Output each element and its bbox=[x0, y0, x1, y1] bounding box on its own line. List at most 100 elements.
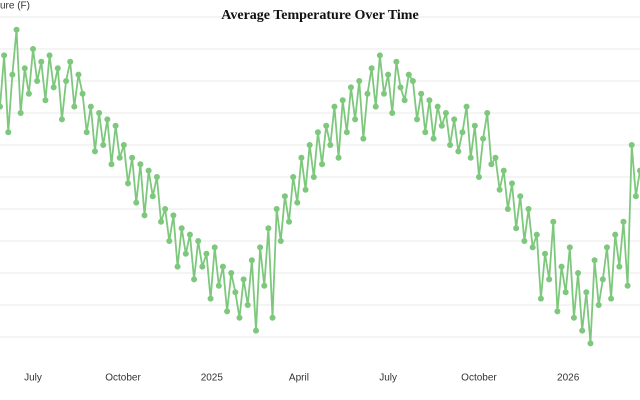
marker bbox=[153, 174, 160, 180]
x-tick-label: October bbox=[105, 373, 141, 384]
marker bbox=[628, 142, 635, 148]
marker bbox=[261, 282, 268, 289]
marker bbox=[125, 180, 131, 187]
marker bbox=[393, 58, 400, 65]
marker bbox=[116, 154, 123, 161]
marker bbox=[364, 90, 371, 97]
marker bbox=[141, 212, 148, 219]
marker bbox=[174, 263, 181, 270]
marker bbox=[120, 142, 127, 148]
marker bbox=[323, 122, 330, 129]
marker bbox=[438, 122, 445, 129]
marker bbox=[587, 340, 594, 347]
x-tick-label: July bbox=[24, 373, 42, 384]
marker bbox=[186, 231, 193, 238]
marker bbox=[112, 122, 119, 129]
marker bbox=[236, 314, 243, 321]
marker bbox=[368, 65, 375, 72]
marker bbox=[533, 231, 540, 238]
marker bbox=[591, 257, 598, 264]
marker bbox=[331, 103, 338, 110]
marker bbox=[422, 129, 429, 136]
marker bbox=[207, 295, 214, 302]
marker bbox=[372, 103, 379, 110]
marker bbox=[620, 218, 627, 225]
marker bbox=[455, 148, 462, 155]
marker bbox=[314, 129, 321, 136]
marker bbox=[612, 231, 619, 238]
marker bbox=[281, 193, 288, 200]
marker bbox=[484, 110, 491, 116]
marker bbox=[471, 122, 478, 129]
marker bbox=[133, 199, 140, 206]
marker bbox=[616, 263, 623, 270]
marker bbox=[96, 110, 103, 116]
marker bbox=[71, 103, 78, 110]
marker bbox=[182, 250, 189, 257]
marker bbox=[405, 71, 412, 78]
marker bbox=[356, 78, 363, 84]
marker bbox=[42, 97, 49, 104]
marker bbox=[583, 289, 590, 296]
marker bbox=[418, 90, 425, 97]
marker bbox=[145, 167, 152, 174]
marker bbox=[79, 90, 86, 97]
marker bbox=[265, 225, 272, 232]
marker bbox=[13, 26, 20, 33]
marker bbox=[137, 161, 144, 168]
marker bbox=[0, 103, 3, 110]
marker bbox=[87, 103, 94, 110]
marker bbox=[327, 142, 334, 148]
marker bbox=[166, 238, 173, 244]
marker bbox=[294, 199, 301, 206]
marker bbox=[566, 244, 573, 251]
marker bbox=[215, 282, 222, 289]
marker bbox=[442, 110, 449, 116]
marker bbox=[67, 58, 74, 65]
marker bbox=[158, 218, 165, 225]
marker bbox=[162, 206, 169, 212]
marker bbox=[286, 218, 293, 225]
marker bbox=[434, 103, 441, 110]
marker bbox=[38, 58, 45, 65]
marker bbox=[624, 282, 631, 289]
marker bbox=[595, 302, 602, 308]
y-axis-label: ure (F) bbox=[0, 1, 30, 12]
marker bbox=[389, 110, 396, 116]
marker bbox=[343, 129, 350, 136]
marker bbox=[257, 244, 264, 251]
marker bbox=[211, 244, 218, 251]
marker bbox=[83, 129, 90, 136]
marker bbox=[397, 84, 404, 91]
x-tick-label: 2026 bbox=[557, 373, 580, 384]
marker bbox=[401, 97, 408, 104]
marker bbox=[463, 103, 470, 110]
marker bbox=[335, 154, 342, 161]
marker bbox=[228, 270, 235, 276]
marker bbox=[298, 154, 305, 161]
marker bbox=[542, 250, 549, 257]
marker bbox=[352, 116, 359, 123]
marker bbox=[199, 263, 206, 270]
marker bbox=[579, 327, 586, 334]
marker bbox=[632, 193, 639, 200]
marker bbox=[30, 46, 37, 52]
marker bbox=[537, 295, 544, 302]
marker bbox=[385, 71, 392, 78]
marker bbox=[360, 135, 367, 142]
x-tick-label: July bbox=[379, 373, 397, 384]
marker bbox=[426, 97, 433, 104]
marker bbox=[253, 327, 259, 334]
marker bbox=[558, 263, 565, 270]
marker bbox=[191, 276, 198, 283]
marker bbox=[17, 110, 24, 116]
marker bbox=[521, 238, 528, 244]
marker bbox=[459, 129, 466, 136]
marker bbox=[203, 250, 210, 257]
marker bbox=[504, 206, 511, 212]
marker bbox=[550, 218, 557, 225]
marker bbox=[525, 206, 532, 212]
marker bbox=[381, 90, 387, 97]
marker bbox=[277, 238, 284, 244]
marker bbox=[319, 161, 326, 168]
